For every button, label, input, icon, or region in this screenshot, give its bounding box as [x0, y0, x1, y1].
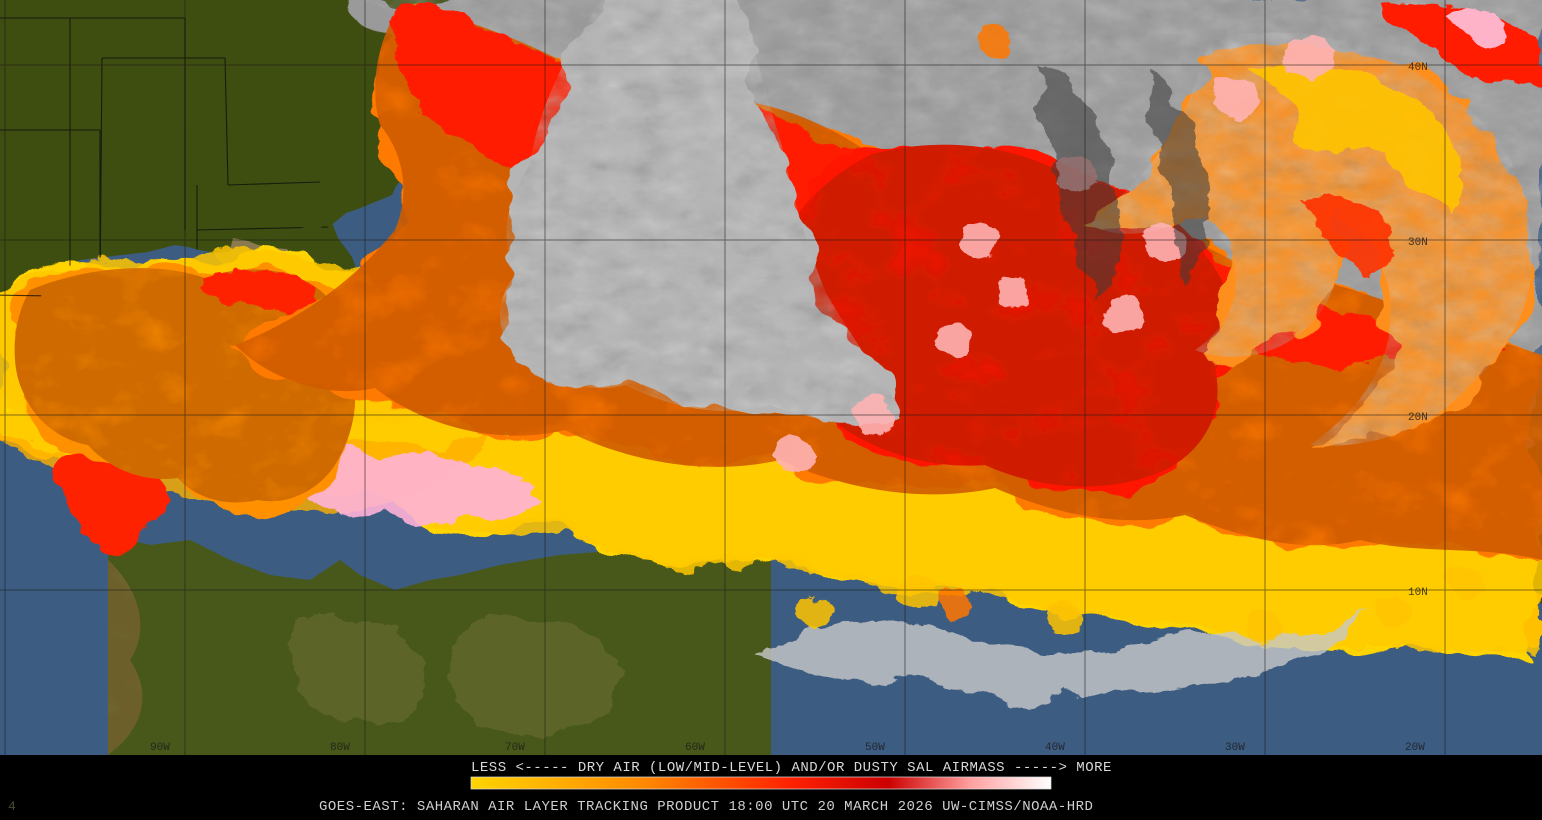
- svg-text:30W: 30W: [1225, 742, 1245, 754]
- svg-text:20W: 20W: [1405, 742, 1425, 754]
- svg-text:LESS <----- DRY AIR (LOW/MID-L: LESS <----- DRY AIR (LOW/MID-LEVEL) AND/…: [471, 760, 1112, 776]
- svg-text:30N: 30N: [1408, 237, 1428, 249]
- svg-text:40W: 40W: [1045, 742, 1065, 754]
- svg-text:50W: 50W: [865, 742, 885, 754]
- svg-text:90W: 90W: [150, 742, 170, 754]
- svg-text:60W: 60W: [685, 742, 705, 754]
- svg-text:GOES-EAST: SAHARAN AIR LAYER T: GOES-EAST: SAHARAN AIR LAYER TRACKING PR…: [319, 799, 1093, 815]
- svg-text:80W: 80W: [330, 742, 350, 754]
- svg-text:20N: 20N: [1408, 412, 1428, 424]
- svg-text:10N: 10N: [1408, 587, 1428, 599]
- svg-text:4: 4: [8, 799, 16, 814]
- svg-text:70W: 70W: [505, 742, 525, 754]
- svg-text:40N: 40N: [1408, 62, 1428, 74]
